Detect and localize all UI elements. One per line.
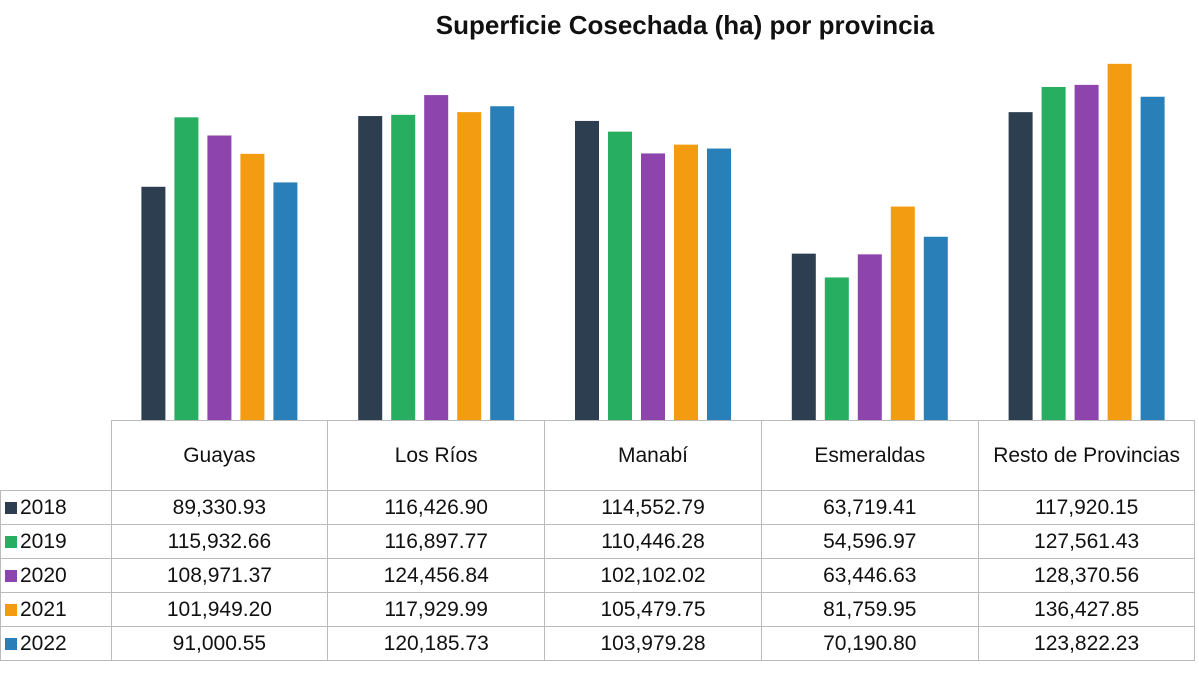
legend-swatch bbox=[5, 603, 17, 616]
category-label: Resto de Provincias bbox=[977, 420, 1196, 491]
legend-cell: 2018 bbox=[0, 490, 112, 525]
bar bbox=[1107, 63, 1132, 420]
value-cell: 54,596.97 bbox=[760, 524, 979, 559]
bar bbox=[240, 153, 265, 420]
value-cell: 103,979.28 bbox=[544, 626, 762, 661]
value-cell: 63,446.63 bbox=[760, 558, 979, 593]
legend-cell: 2020 bbox=[0, 558, 112, 593]
bar bbox=[923, 236, 948, 420]
legend-swatch bbox=[5, 569, 17, 582]
value-cell: 102,102.02 bbox=[544, 558, 762, 593]
corner-cell bbox=[0, 420, 112, 491]
category-label: Esmeraldas bbox=[760, 420, 979, 491]
bar bbox=[174, 117, 199, 420]
chart: Superficie Cosechada (ha) por provincia bbox=[141, 10, 1165, 420]
value-cell: 116,426.90 bbox=[327, 490, 546, 525]
value-cell: 120,185.73 bbox=[327, 626, 546, 661]
bar bbox=[424, 95, 449, 420]
bar bbox=[608, 131, 632, 420]
value-cell: 117,929.99 bbox=[327, 592, 546, 627]
bar bbox=[890, 206, 915, 420]
value-cell: 123,822.23 bbox=[977, 626, 1196, 661]
bar bbox=[1140, 96, 1165, 420]
bar bbox=[1074, 84, 1099, 420]
value-cell: 91,000.55 bbox=[110, 626, 329, 661]
bar bbox=[490, 106, 515, 420]
value-cell: 70,190.80 bbox=[760, 626, 979, 661]
value-cell: 114,552.79 bbox=[544, 490, 762, 525]
legend-swatch bbox=[5, 637, 17, 650]
bar bbox=[824, 277, 849, 420]
value-cell: 105,479.75 bbox=[544, 592, 762, 627]
value-cell: 136,427.85 bbox=[977, 592, 1196, 627]
chart-title: Superficie Cosechada (ha) por provincia bbox=[436, 10, 935, 40]
value-cell: 116,897.77 bbox=[327, 524, 546, 559]
bar bbox=[707, 148, 731, 420]
legend-cell: 2019 bbox=[0, 524, 112, 559]
value-cell: 128,370.56 bbox=[977, 558, 1196, 593]
legend-cell: 2022 bbox=[0, 626, 112, 661]
legend-cell: 2021 bbox=[0, 592, 112, 627]
category-label: Guayas bbox=[110, 420, 329, 491]
value-cell: 117,920.15 bbox=[977, 490, 1196, 525]
value-cell: 81,759.95 bbox=[760, 592, 979, 627]
legend-swatch bbox=[5, 501, 17, 514]
legend-swatch bbox=[5, 535, 17, 548]
value-cell: 127,561.43 bbox=[977, 524, 1196, 559]
legend-label: 2019 bbox=[20, 529, 67, 553]
legend-label: 2018 bbox=[20, 495, 67, 519]
bar bbox=[457, 112, 482, 420]
bar bbox=[391, 114, 416, 420]
legend-label: 2022 bbox=[20, 631, 67, 655]
bar bbox=[358, 116, 383, 420]
category-label: Manabí bbox=[544, 420, 762, 491]
bar bbox=[141, 186, 166, 420]
value-cell: 101,949.20 bbox=[110, 592, 329, 627]
bar bbox=[575, 120, 599, 420]
bar bbox=[857, 254, 882, 420]
category-label: Los Ríos bbox=[327, 420, 546, 491]
bar bbox=[207, 135, 232, 420]
legend-label: 2020 bbox=[20, 563, 67, 587]
bar bbox=[791, 253, 816, 420]
data-table: Guayas Los Ríos Manabí Esmeraldas Resto de P… bbox=[0, 420, 1196, 661]
bar bbox=[1008, 112, 1033, 420]
value-cell: 89,330.93 bbox=[110, 490, 329, 525]
bar bbox=[1041, 86, 1066, 420]
value-cell: 124,456.84 bbox=[327, 558, 546, 593]
value-cell: 115,932.66 bbox=[110, 524, 329, 559]
value-cell: 108,971.37 bbox=[110, 558, 329, 593]
legend-label: 2021 bbox=[20, 597, 67, 621]
bar bbox=[674, 144, 698, 420]
value-cell: 110,446.28 bbox=[544, 524, 762, 559]
bar bbox=[641, 153, 665, 420]
bar bbox=[273, 182, 298, 420]
value-cell: 63,719.41 bbox=[760, 490, 979, 525]
